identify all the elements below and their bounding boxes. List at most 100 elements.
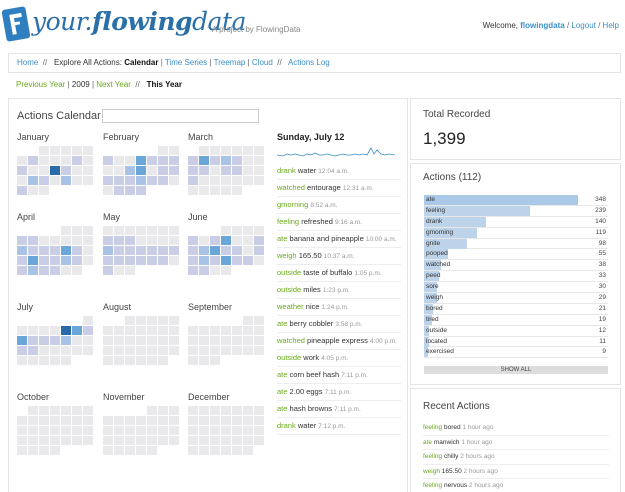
action-row[interactable]: watched 38 — [424, 260, 608, 272]
day-cell[interactable] — [125, 236, 135, 245]
day-cell[interactable] — [243, 246, 253, 255]
day-cell[interactable] — [147, 226, 157, 235]
day-cell[interactable] — [221, 446, 231, 455]
day-cell[interactable] — [72, 146, 82, 155]
day-cell[interactable] — [210, 266, 220, 275]
day-cell[interactable] — [103, 346, 113, 355]
day-cell[interactable] — [114, 356, 124, 365]
day-cell[interactable] — [28, 266, 38, 275]
day-cell[interactable] — [158, 416, 168, 425]
day-cell[interactable] — [232, 426, 242, 435]
day-cell[interactable] — [83, 316, 93, 325]
username-link[interactable]: flowingdata — [520, 21, 565, 30]
day-cell[interactable] — [72, 336, 82, 345]
day-cell[interactable] — [210, 156, 220, 165]
day-cell[interactable] — [158, 356, 168, 365]
day-cell[interactable] — [17, 156, 27, 165]
day-cell[interactable] — [72, 346, 82, 355]
day-cell[interactable] — [147, 316, 157, 325]
day-cell[interactable] — [254, 326, 264, 335]
day-cell[interactable] — [199, 346, 209, 355]
day-cell[interactable] — [158, 246, 168, 255]
day-cell[interactable] — [39, 356, 49, 365]
recent-action-verb[interactable]: ate — [423, 438, 433, 446]
day-cell[interactable] — [199, 176, 209, 185]
nav-home[interactable]: Home — [17, 58, 39, 67]
day-entry-action[interactable]: drank — [277, 166, 296, 175]
day-cell[interactable] — [199, 406, 209, 415]
day-cell[interactable] — [17, 256, 27, 265]
day-cell[interactable] — [17, 356, 27, 365]
day-cell[interactable] — [136, 346, 146, 355]
day-cell[interactable] — [39, 446, 49, 455]
day-cell[interactable] — [188, 176, 198, 185]
day-cell[interactable] — [83, 256, 93, 265]
day-cell[interactable] — [136, 436, 146, 445]
day-cell[interactable] — [125, 416, 135, 425]
action-row[interactable]: weigh 29 — [424, 293, 608, 304]
day-cell[interactable] — [61, 146, 71, 155]
day-cell[interactable] — [243, 176, 253, 185]
day-cell[interactable] — [147, 156, 157, 165]
day-cell[interactable] — [199, 246, 209, 255]
day-cell[interactable] — [169, 146, 179, 155]
day-cell[interactable] — [136, 416, 146, 425]
day-cell[interactable] — [103, 326, 113, 335]
day-cell[interactable] — [147, 176, 157, 185]
day-cell[interactable] — [72, 436, 82, 445]
day-cell[interactable] — [61, 326, 71, 335]
day-cell[interactable] — [243, 416, 253, 425]
day-cell[interactable] — [221, 236, 231, 245]
day-cell[interactable] — [254, 146, 264, 155]
day-cell[interactable] — [17, 266, 27, 275]
day-cell[interactable] — [188, 156, 198, 165]
day-cell[interactable] — [50, 176, 60, 185]
day-cell[interactable] — [125, 226, 135, 235]
day-cell[interactable] — [28, 256, 38, 265]
action-row[interactable]: gmorning 119 — [424, 227, 608, 239]
day-cell[interactable] — [125, 266, 135, 275]
day-entry-action[interactable]: outside — [277, 353, 302, 362]
day-cell[interactable] — [50, 146, 60, 155]
logo-text[interactable]: your.flowingdata — [32, 7, 246, 36]
day-cell[interactable] — [188, 426, 198, 435]
day-cell[interactable] — [72, 266, 82, 275]
day-cell[interactable] — [50, 436, 60, 445]
day-cell[interactable] — [221, 186, 231, 195]
day-cell[interactable] — [169, 406, 179, 415]
day-cell[interactable] — [232, 416, 242, 425]
day-cell[interactable] — [125, 356, 135, 365]
day-cell[interactable] — [243, 446, 253, 455]
day-cell[interactable] — [61, 236, 71, 245]
day-cell[interactable] — [61, 356, 71, 365]
day-cell[interactable] — [103, 156, 113, 165]
day-cell[interactable] — [158, 336, 168, 345]
day-cell[interactable] — [17, 326, 27, 335]
day-cell[interactable] — [136, 356, 146, 365]
day-cell[interactable] — [243, 326, 253, 335]
day-cell[interactable] — [39, 426, 49, 435]
day-cell[interactable] — [169, 156, 179, 165]
day-cell[interactable] — [39, 246, 49, 255]
day-cell[interactable] — [28, 166, 38, 175]
day-cell[interactable] — [103, 256, 113, 265]
day-cell[interactable] — [28, 186, 38, 195]
day-cell[interactable] — [169, 346, 179, 355]
day-cell[interactable] — [17, 186, 27, 195]
day-cell[interactable] — [158, 236, 168, 245]
day-cell[interactable] — [254, 256, 264, 265]
day-cell[interactable] — [50, 406, 60, 415]
day-cell[interactable] — [147, 326, 157, 335]
day-cell[interactable] — [103, 356, 113, 365]
day-cell[interactable] — [188, 166, 198, 175]
day-cell[interactable] — [158, 146, 168, 155]
day-cell[interactable] — [39, 236, 49, 245]
day-cell[interactable] — [28, 436, 38, 445]
action-row[interactable]: pooped 55 — [424, 249, 608, 261]
day-entry-action[interactable]: ate — [277, 404, 288, 413]
day-cell[interactable] — [28, 346, 38, 355]
day-cell[interactable] — [254, 346, 264, 355]
day-cell[interactable] — [61, 226, 71, 235]
show-all-button[interactable]: SHOW ALL — [424, 366, 608, 374]
day-cell[interactable] — [254, 176, 264, 185]
